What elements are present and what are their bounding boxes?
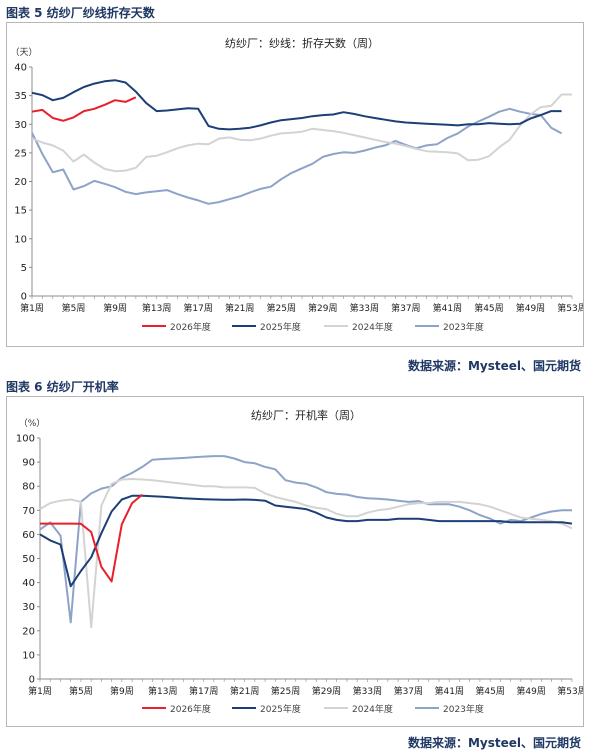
y-tick-label: 60 — [22, 530, 35, 541]
y-tick-label: 10 — [14, 234, 27, 245]
y-tick-label: 20 — [14, 177, 27, 188]
legend-label: 2023年度 — [443, 703, 484, 715]
series-line-2026年度 — [40, 493, 143, 583]
legend-label: 2023年度 — [443, 321, 484, 333]
y-tick-label: 35 — [14, 91, 27, 102]
x-tick-label: 第21周 — [225, 302, 254, 314]
series-line-2024年度 — [31, 93, 572, 173]
series-line-2024年度 — [39, 478, 573, 629]
x-tick-label: 第45周 — [475, 685, 504, 697]
x-tick-label: 第37周 — [391, 302, 420, 314]
y-tick-label: 50 — [22, 554, 35, 565]
x-tick-label: 第53周 — [557, 685, 583, 697]
y-tick-label: 40 — [22, 578, 35, 589]
x-tick-label: 第41周 — [435, 685, 464, 697]
chart-title: 纺纱厂：纱线：折存天数（周） — [225, 36, 379, 50]
y-tick-label: 80 — [22, 482, 35, 493]
figure-6-source: 数据来源：Mysteel、国元期货 — [407, 736, 581, 750]
x-tick-label: 第13周 — [148, 685, 177, 697]
y-tick-label: 0 — [21, 292, 27, 303]
y-tick-label: 70 — [22, 506, 35, 517]
series-line-2023年度 — [39, 455, 572, 624]
y-tick-label: 10 — [22, 650, 35, 661]
x-tick-label: 第53周 — [557, 302, 583, 314]
y-tick-label: 90 — [22, 458, 35, 469]
x-tick-label: 第29周 — [312, 685, 341, 697]
legend-label: 2026年度 — [170, 703, 211, 715]
y-tick-label: 15 — [14, 206, 27, 217]
x-tick-label: 第21周 — [230, 685, 259, 697]
chart-panel-operating-rate: 纺纱厂：开机率（周） （%） 0 10 20 30 40 50 60 70 80 90 100 第1周 第5… — [6, 396, 587, 727]
chart-title: 纺纱厂：开机率（周） — [251, 408, 361, 422]
x-tick-label: 第5周 — [62, 302, 86, 314]
x-tick-label: 第41周 — [433, 302, 462, 314]
x-tick-label: 第9周 — [110, 685, 134, 697]
y-tick-label: 0 — [29, 675, 35, 686]
x-tick-label: 第17周 — [183, 302, 212, 314]
legend-label: 2025年度 — [260, 703, 301, 715]
y-tick-label: 100 — [16, 434, 35, 445]
x-tick-label: 第33周 — [353, 685, 382, 697]
chart-panel-yarn-days: 纺纱厂：纱线：折存天数（周） （天） 0 5 10 15 20 25 30 35 40 第1周 第5周 第… — [6, 22, 587, 347]
y-tick-label: 40 — [14, 63, 27, 74]
y-tick-label: 5 — [21, 263, 27, 274]
y-axis-unit-label: （天） — [10, 47, 37, 58]
legend-label: 2025年度 — [260, 321, 301, 333]
x-tick-label: 第25周 — [271, 685, 300, 697]
figure-5-caption: 图表 5 纺纱厂纱线折存天数 — [6, 6, 155, 20]
x-tick-label: 第1周 — [20, 302, 44, 314]
figure-6-caption: 图表 6 纺纱厂开机率 — [6, 380, 119, 394]
yarn-days-chart: 纺纱厂：纱线：折存天数（周） （天） 0 5 10 15 20 25 30 35 40 第1周 第5周 第… — [10, 36, 586, 333]
figure-5-source: 数据来源：Mysteel、国元期货 — [407, 359, 581, 373]
x-tick-label: 第17周 — [189, 685, 218, 697]
y-tick-label: 30 — [14, 120, 27, 131]
x-tick-label: 第9周 — [103, 302, 127, 314]
x-tick-label: 第25周 — [267, 302, 296, 314]
x-tick-label: 第37周 — [394, 685, 423, 697]
legend-label: 2024年度 — [352, 703, 393, 715]
legend-label: 2024年度 — [352, 321, 393, 333]
operating-rate-chart: 纺纱厂：开机率（周） （%） 0 10 20 30 40 50 60 70 80 90 100 第1周 第5… — [16, 408, 587, 715]
y-tick-label: 20 — [22, 626, 35, 637]
x-tick-label: 第49周 — [516, 685, 545, 697]
x-tick-label: 第49周 — [516, 302, 545, 314]
series-line-2025年度 — [39, 494, 573, 588]
series-line-2025年度 — [31, 79, 562, 131]
x-tick-label: 第5周 — [69, 685, 93, 697]
y-tick-label: 30 — [22, 602, 35, 613]
x-tick-label: 第29周 — [308, 302, 337, 314]
x-tick-label: 第1周 — [28, 685, 52, 697]
legend-label: 2026年度 — [170, 321, 211, 333]
series-line-2026年度 — [31, 96, 137, 122]
y-axis-unit-label: （%） — [19, 418, 46, 429]
y-tick-label: 25 — [14, 148, 27, 159]
x-tick-label: 第13周 — [142, 302, 171, 314]
x-tick-label: 第45周 — [474, 302, 503, 314]
x-tick-label: 第33周 — [350, 302, 379, 314]
